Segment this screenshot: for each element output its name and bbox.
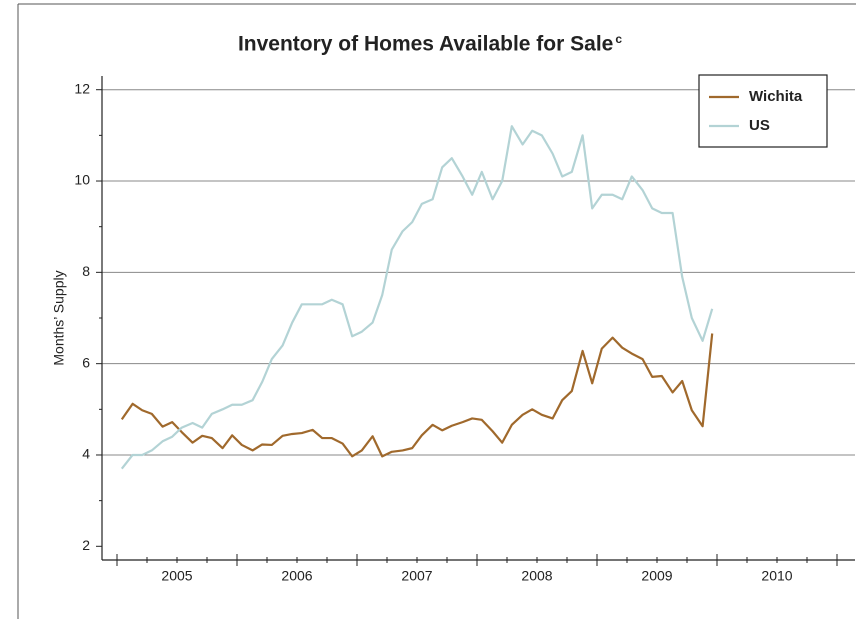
legend-label: US bbox=[749, 117, 770, 134]
y-tick-label: 2 bbox=[82, 537, 90, 553]
x-tick-label: 2006 bbox=[281, 568, 312, 584]
y-tick-label: 8 bbox=[82, 263, 90, 279]
x-tick-label: 2008 bbox=[521, 568, 552, 584]
legend-box bbox=[698, 74, 828, 148]
y-tick-label: 4 bbox=[82, 446, 90, 462]
series-line bbox=[120, 125, 714, 470]
x-tick-label: 2007 bbox=[401, 568, 432, 584]
x-tick-label: 2010 bbox=[761, 568, 792, 584]
legend: Wichita US bbox=[698, 74, 828, 148]
x-tick-label: 2005 bbox=[161, 568, 192, 584]
series-line bbox=[120, 333, 714, 458]
y-tick-label: 12 bbox=[74, 80, 90, 96]
y-tick-label: 10 bbox=[74, 172, 90, 188]
chart-title: Inventory of Homes Available for Sale bbox=[238, 33, 613, 56]
y-tick-label: 6 bbox=[82, 354, 90, 370]
legend-label: Wichita bbox=[749, 88, 803, 105]
y-axis-label: Months’ Supply bbox=[51, 270, 67, 365]
x-tick-label: 2009 bbox=[641, 568, 672, 584]
title-group: Inventory of Homes Available for Sale c bbox=[238, 32, 622, 55]
title-note: c bbox=[615, 32, 622, 46]
